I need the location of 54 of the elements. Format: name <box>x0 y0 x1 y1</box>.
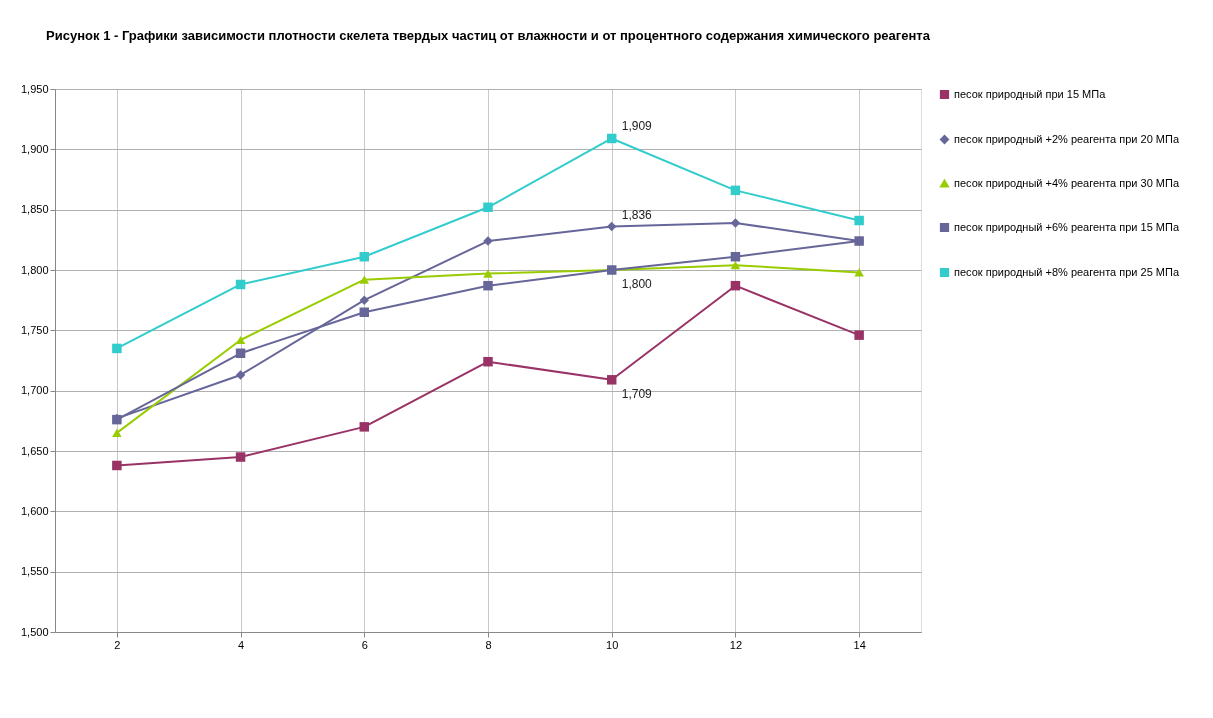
point <box>359 251 370 262</box>
point <box>483 280 493 291</box>
point <box>235 348 246 358</box>
x-tick-label: 12 <box>729 638 743 651</box>
legend-label: песок природный +4% реагента при 30 МПа <box>954 176 1180 189</box>
point <box>112 428 122 438</box>
point <box>112 343 122 354</box>
point <box>359 422 370 432</box>
point <box>606 221 617 232</box>
point <box>730 218 741 228</box>
x-tick-label: 8 <box>485 638 492 651</box>
point <box>359 307 370 317</box>
y-tick-label: 1,650 <box>20 444 49 457</box>
legend-label: песок природный +8% реагента при 25 МПа <box>954 265 1180 278</box>
y-tick-label: 1,700 <box>20 384 49 397</box>
x-tick-label: 10 <box>606 638 619 651</box>
point <box>235 370 246 380</box>
y-tick-label: 1,750 <box>20 323 49 336</box>
point <box>359 275 370 284</box>
legend-label: песок природный +2% реагента при 20 МПа <box>954 132 1180 145</box>
point <box>854 215 864 226</box>
point <box>730 261 741 270</box>
point <box>730 185 741 196</box>
data-label: 1,836 <box>621 207 653 222</box>
y-tick-label: 1,500 <box>20 625 49 638</box>
x-tick-label: 14 <box>853 638 866 651</box>
point <box>854 330 864 340</box>
y-tick-label: 1,850 <box>20 203 49 216</box>
point <box>235 279 246 290</box>
point <box>483 202 493 212</box>
point <box>112 460 122 471</box>
y-tick-label: 1,950 <box>20 82 49 95</box>
legend-label: песок природный при 15 МПа <box>954 87 1107 100</box>
legend-label: песок природный +6% реагента при 15 МПа <box>954 220 1180 233</box>
x-tick-label: 2 <box>114 638 121 651</box>
y-tick-label: 1,800 <box>20 263 49 276</box>
point <box>730 251 741 262</box>
y-tick-label: 1,600 <box>20 504 49 517</box>
point <box>730 280 741 291</box>
x-tick-label: 6 <box>361 638 368 651</box>
point <box>483 356 493 367</box>
y-tick-label: 1,550 <box>20 565 49 578</box>
data-label: 1,800 <box>621 277 653 291</box>
x-tick-label: 4 <box>238 638 245 651</box>
data-label: 1,909 <box>621 119 653 134</box>
point <box>606 375 617 385</box>
y-tick-label: 1,900 <box>20 142 49 155</box>
point <box>483 269 493 278</box>
point <box>235 452 246 462</box>
data-label: 1,709 <box>621 386 653 401</box>
point <box>854 268 864 277</box>
point <box>606 133 617 144</box>
point <box>359 295 370 305</box>
chart-title: Рисунок 1 - Графики зависимости плотности скелета твердых частиц от влажности и от процентного содержания химического реагента <box>46 28 931 43</box>
